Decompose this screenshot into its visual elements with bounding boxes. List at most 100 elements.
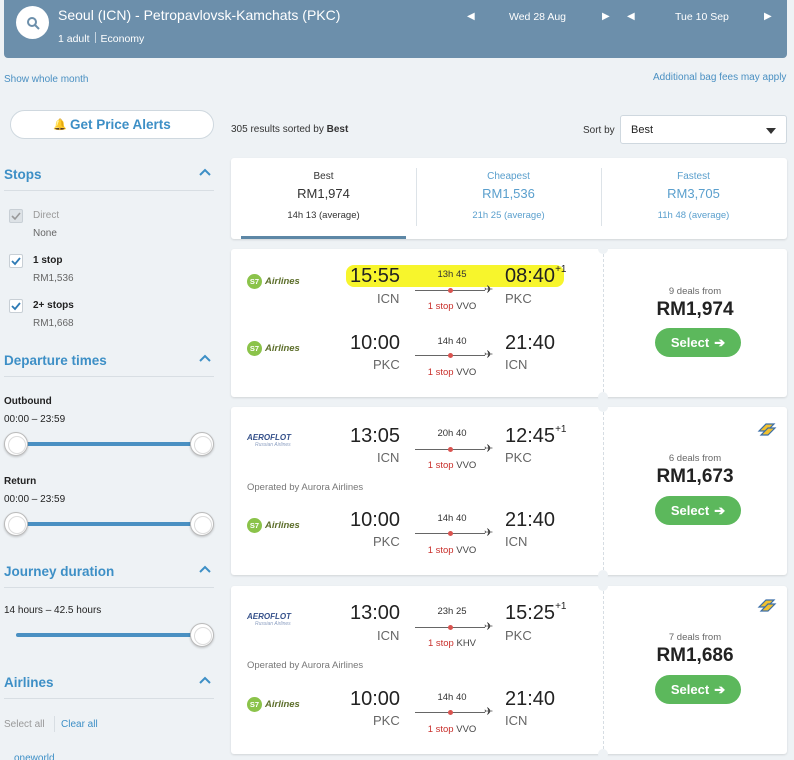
stops-direct-checkbox — [9, 209, 23, 223]
stops-direct-price: None — [33, 228, 57, 239]
tab-cheapest-price: RM1,536 — [482, 186, 535, 201]
next-depart-date-icon[interactable]: ▶ — [602, 11, 610, 22]
sort-dropdown[interactable]: Best — [620, 115, 787, 144]
stops-two-plus-label[interactable]: 2+ stops — [33, 300, 74, 311]
price-tag-icon — [757, 423, 777, 436]
bag-fees-link[interactable]: Additional bag fees may apply — [653, 72, 787, 83]
arrival-time: 21:40 — [505, 688, 556, 710]
tab-best[interactable]: Best RM1,974 14h 13 (average) — [231, 158, 416, 239]
result-card[interactable]: AEROFLOT Russian Airlines 13:05 ICN 20h 4… — [231, 402, 787, 580]
search-icon[interactable] — [16, 6, 49, 39]
price-alerts-button[interactable]: 🔔 Get Price Alerts — [10, 110, 214, 139]
arrival-airport: PKC — [505, 628, 532, 643]
tab-fastest[interactable]: Fastest RM3,705 11h 48 (average) — [601, 158, 786, 239]
airline-name: Airlines — [265, 343, 300, 354]
select-all-airlines-link[interactable]: Select all — [4, 719, 45, 730]
departure-airport: PKC — [373, 713, 400, 728]
arrow-right-icon: ➔ — [714, 681, 726, 697]
clear-all-airlines-link[interactable]: Clear all — [61, 719, 98, 730]
stop-count: 1 stop — [427, 638, 454, 649]
chevron-up-icon[interactable] — [198, 351, 212, 366]
day-offset: +1 — [555, 424, 567, 436]
departure-airport: ICN — [377, 291, 400, 306]
outbound-slider-track[interactable] — [16, 442, 202, 446]
return-date[interactable]: Tue 10 Sep — [675, 11, 729, 23]
select-button[interactable]: Select ➔ — [655, 328, 741, 357]
caret-down-icon — [766, 128, 776, 134]
airline-alliance-oneworld[interactable]: oneworld — [14, 753, 55, 760]
plane-icon: ✈ — [484, 621, 494, 633]
price: RM1,686 — [656, 645, 734, 666]
chevron-up-icon[interactable] — [198, 673, 212, 688]
show-whole-month-link[interactable]: Show whole month — [4, 74, 89, 85]
return-label: Return — [4, 476, 37, 487]
select-label: Select — [670, 335, 710, 350]
prev-return-date-icon[interactable]: ◀ — [627, 11, 635, 22]
departure-time: 13:05 — [350, 425, 401, 447]
stops-one-label[interactable]: 1 stop — [33, 255, 63, 266]
duration-slider-track[interactable] — [16, 633, 202, 637]
route-line — [415, 531, 485, 536]
airline-name: AEROFLOT — [247, 433, 291, 442]
airlines-filter-header[interactable]: Airlines — [4, 675, 214, 699]
return-slider-track[interactable] — [16, 522, 202, 526]
arrival-airport: PKC — [505, 291, 532, 306]
route-line — [415, 447, 485, 452]
search-header[interactable]: Seoul (ICN) - Petropavlovsk-Kamchats (PK… — [4, 0, 787, 58]
stop-airport: KHV — [456, 638, 477, 649]
stop-airport: VVO — [456, 301, 477, 312]
airline-name: AEROFLOT — [247, 612, 291, 621]
prev-depart-date-icon[interactable]: ◀ — [467, 11, 475, 22]
duration-slider-handle[interactable] — [190, 623, 214, 647]
tab-best-title: Best — [313, 171, 334, 182]
chevron-up-icon[interactable] — [198, 562, 212, 577]
stop-count: 1 stop — [427, 724, 454, 735]
sort-label: Sort by — [583, 125, 615, 136]
stop-count: 1 stop — [427, 460, 454, 471]
stops-two-plus-checkbox[interactable] — [9, 299, 23, 313]
departure-time: 13:00 — [350, 602, 401, 624]
arrival-time: 08:40+1 — [505, 264, 566, 288]
result-card[interactable]: S7 Airlines 15:55 ICN 13h 45 ✈ 1 stop VVO… — [231, 244, 787, 402]
stops-filter-header[interactable]: Stops — [4, 167, 214, 191]
departure-times-header[interactable]: Departure times — [4, 353, 214, 377]
departure-time: 15:55 — [350, 265, 401, 287]
select-label: Select — [670, 682, 710, 697]
next-return-date-icon[interactable]: ▶ — [764, 11, 772, 22]
departure-airport: PKC — [373, 357, 400, 372]
journey-duration-header[interactable]: Journey duration — [4, 564, 214, 588]
tab-fastest-title: Fastest — [677, 171, 710, 182]
chevron-up-icon[interactable] — [198, 165, 212, 180]
sort-tabs: Best RM1,974 14h 13 (average) Cheapest R… — [231, 158, 787, 239]
select-button[interactable]: Select ➔ — [655, 496, 741, 525]
stops-info: 1 stop VVO — [407, 301, 497, 312]
flight-duration: 14h 40 — [437, 336, 467, 347]
airline-subtitle: Russian Airlines — [255, 621, 291, 627]
stops-one-checkbox[interactable] — [9, 254, 23, 268]
arrival-time: 12:45+1 — [505, 424, 567, 448]
passenger-summary[interactable]: 1 adult Economy — [58, 32, 144, 45]
result-card[interactable]: AEROFLOT Russian Airlines 13:00 ICN 23h 2… — [231, 581, 787, 759]
flight-duration: 13h 45 — [437, 269, 467, 280]
departure-time: 10:00 — [350, 688, 401, 710]
stops-title: Stops — [4, 167, 42, 182]
outbound-slider-end-handle[interactable] — [190, 432, 214, 456]
cabin-class: Economy — [100, 33, 145, 45]
airline-name: Airlines — [265, 276, 300, 287]
select-button[interactable]: Select ➔ — [655, 675, 741, 704]
s7-airline-logo: S7 Airlines — [247, 518, 300, 533]
departure-times-title: Departure times — [4, 353, 107, 368]
route-title[interactable]: Seoul (ICN) - Petropavlovsk-Kamchats (PK… — [58, 7, 341, 23]
arrival-airport: ICN — [505, 713, 528, 728]
stops-info: 1 stop VVO — [407, 724, 497, 735]
airline-name: Airlines — [265, 699, 300, 710]
return-slider-end-handle[interactable] — [190, 512, 214, 536]
airline-name: Airlines — [265, 520, 300, 531]
tab-cheapest[interactable]: Cheapest RM1,536 21h 25 (average) — [416, 158, 601, 239]
day-offset: +1 — [555, 601, 567, 613]
stops-direct-label: Direct — [33, 210, 60, 221]
depart-date[interactable]: Wed 28 Aug — [509, 11, 567, 23]
passenger-count: 1 adult — [58, 33, 90, 45]
outbound-slider-start-handle[interactable] — [4, 432, 28, 456]
return-slider-start-handle[interactable] — [4, 512, 28, 536]
